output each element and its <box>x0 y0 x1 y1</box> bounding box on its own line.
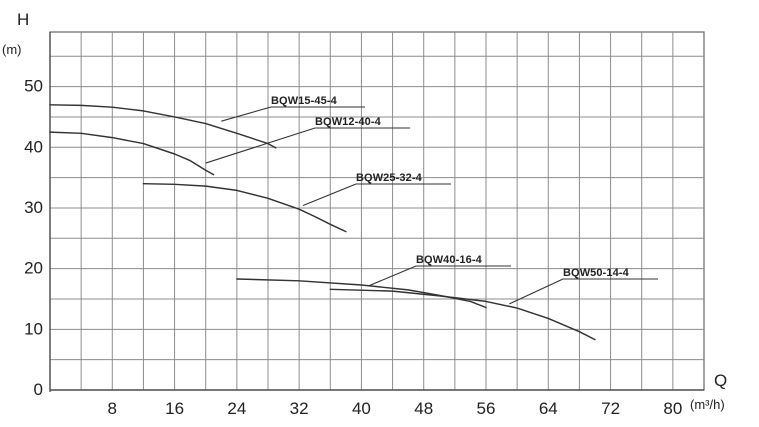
series-label: BQW15-45-4 <box>271 95 338 107</box>
x-tick-label: 64 <box>539 399 558 418</box>
series-label: BQW50-14-4 <box>563 267 630 279</box>
x-tick-label: 16 <box>165 399 184 418</box>
y-tick-label: 30 <box>24 198 43 217</box>
x-tick-label: 32 <box>290 399 309 418</box>
series-callout-leader <box>369 265 417 287</box>
series-line-bqw25-32-4 <box>142 182 347 233</box>
x-tick-label: 40 <box>352 399 371 418</box>
x-tick-label: 8 <box>108 399 117 418</box>
series-line-bqw12-40-4 <box>49 131 215 176</box>
y-tick-label: 50 <box>24 77 43 96</box>
x-axis-label: Q <box>714 371 727 390</box>
series-callout-leader <box>302 183 357 207</box>
x-axis-unit: (m³/h) <box>690 397 725 412</box>
x-tick-label: 72 <box>601 399 620 418</box>
y-tick-label: 0 <box>34 380 43 399</box>
x-tick-label: 80 <box>663 399 682 418</box>
series-label: BQW12-40-4 <box>315 116 382 128</box>
y-tick-label: 20 <box>24 259 43 278</box>
y-axis-unit: (m) <box>2 42 22 57</box>
x-tick-label: 24 <box>227 399 246 418</box>
y-axis-label: H <box>17 10 29 29</box>
series-callout-leader <box>205 127 316 164</box>
y-tick-label: 10 <box>24 319 43 338</box>
series-callout-leader <box>509 278 564 305</box>
series-line-bqw40-16-4 <box>236 278 487 309</box>
series-label: BQW40-16-4 <box>416 254 483 266</box>
y-tick-label: 40 <box>24 137 43 156</box>
axis-layer: H (m) Q (m³/h) 0 10 20 30 40 50 8 16 24 32 40 48 56 64 72 8… <box>2 10 727 418</box>
plot-area <box>49 31 705 391</box>
series-line-bqw15-45-4 <box>49 104 277 149</box>
grid-layer <box>49 31 705 391</box>
series-label: BQW25-32-4 <box>356 172 423 184</box>
series-callout-leader <box>221 106 272 122</box>
label-layer: BQW15-45-4 BQW12-40-4 BQW25-32-4 BQW40-16-4… <box>205 95 658 305</box>
series-line-bqw50-14-4 <box>329 288 596 341</box>
series-layer <box>49 104 596 341</box>
x-tick-label: 48 <box>414 399 433 418</box>
x-tick-label: 56 <box>477 399 496 418</box>
